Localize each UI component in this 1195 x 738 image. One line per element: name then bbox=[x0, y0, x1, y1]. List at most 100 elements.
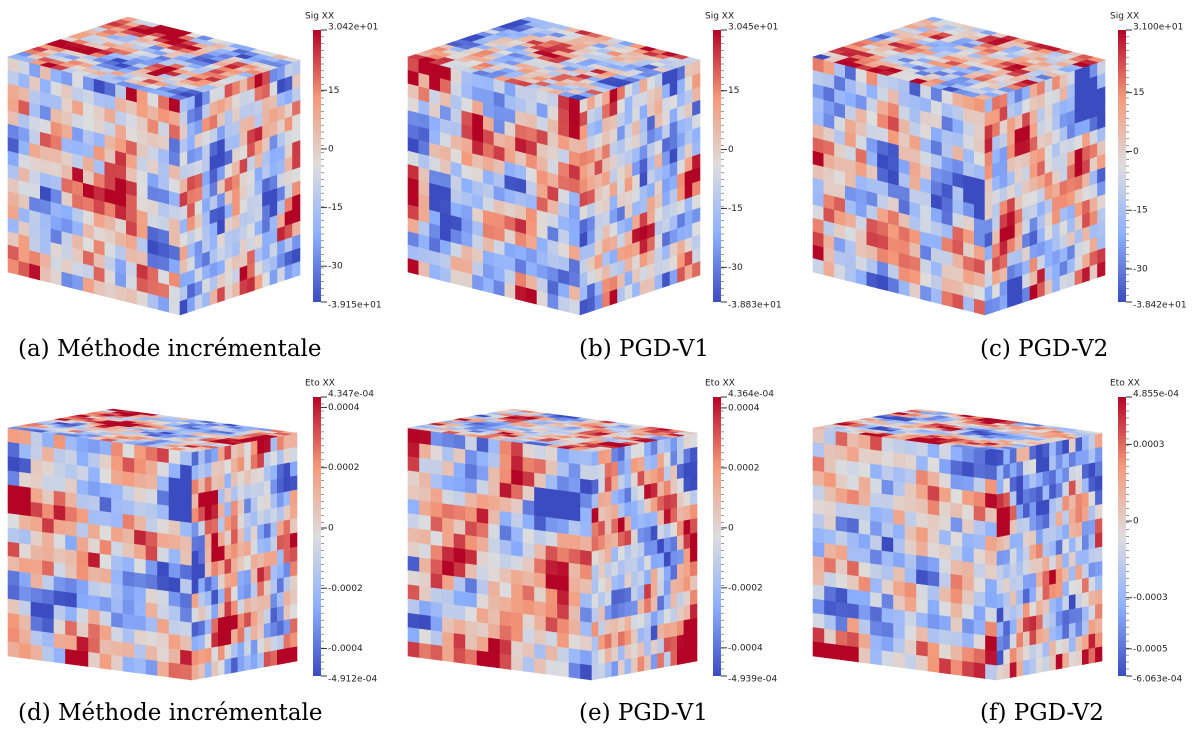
cube-cell bbox=[617, 474, 626, 491]
cube-cell bbox=[263, 465, 272, 483]
cube-cell bbox=[270, 493, 278, 510]
cube-cell bbox=[950, 659, 963, 676]
cube-cell bbox=[598, 606, 606, 623]
cube-cell bbox=[1075, 621, 1083, 638]
cube-cell bbox=[30, 530, 43, 547]
cube-cell bbox=[30, 430, 43, 448]
cube-cell bbox=[1036, 642, 1044, 659]
cube-cell bbox=[450, 268, 463, 286]
cube-cell bbox=[30, 615, 43, 633]
cube-cell bbox=[250, 468, 258, 485]
cube-cell bbox=[1009, 462, 1018, 479]
cube-cell bbox=[1029, 601, 1037, 618]
cube-cell bbox=[812, 584, 825, 601]
cube-cell bbox=[204, 533, 212, 550]
cube-cell bbox=[617, 516, 626, 534]
cube-cell bbox=[53, 476, 66, 493]
cube-cell bbox=[231, 500, 239, 517]
cube-cell bbox=[534, 586, 547, 604]
cube-cell bbox=[442, 645, 455, 663]
cube-cell bbox=[992, 296, 1001, 313]
cube-cell bbox=[611, 461, 619, 478]
cube-cell bbox=[858, 462, 871, 479]
cube-cell bbox=[1016, 489, 1024, 506]
cube-cell bbox=[499, 653, 512, 670]
cube-cell bbox=[690, 589, 698, 606]
cube-cell bbox=[168, 633, 181, 651]
cube-cell bbox=[231, 514, 239, 531]
cube-cell bbox=[290, 432, 298, 449]
cube-cell bbox=[824, 514, 837, 532]
cube-cell bbox=[145, 545, 158, 562]
cube-cell bbox=[835, 473, 848, 490]
cube-cell bbox=[511, 455, 524, 472]
cube-cell bbox=[211, 546, 219, 563]
cube-cell bbox=[231, 600, 239, 617]
cube-cell bbox=[191, 450, 199, 467]
cube-cell bbox=[598, 534, 606, 551]
cube-cell bbox=[198, 549, 206, 566]
cube-cell bbox=[670, 507, 678, 524]
cube-cell bbox=[683, 604, 691, 621]
cube-cell bbox=[881, 536, 894, 553]
cube-cell bbox=[927, 513, 940, 531]
cube-cell bbox=[283, 619, 291, 636]
cube-cell bbox=[557, 561, 570, 578]
cube-cell bbox=[224, 487, 232, 504]
cube-cell bbox=[1068, 565, 1077, 582]
cube-cell bbox=[211, 518, 219, 535]
cube-cell bbox=[591, 621, 599, 638]
cube-cell bbox=[1036, 614, 1044, 631]
cube-cell bbox=[1095, 575, 1103, 592]
cube-cell bbox=[53, 433, 66, 451]
cube-cell bbox=[690, 518, 698, 535]
cube-cell bbox=[650, 482, 658, 499]
cube-cell bbox=[1022, 531, 1031, 548]
cube-cell bbox=[557, 589, 570, 607]
cube-cell bbox=[250, 568, 258, 585]
cube-cell bbox=[1055, 610, 1063, 627]
cube-cell bbox=[962, 475, 975, 493]
cube-cell bbox=[1029, 283, 1038, 301]
cube-cell bbox=[985, 450, 998, 467]
cube-cell bbox=[1068, 594, 1077, 611]
cube-cell bbox=[611, 446, 619, 464]
cube-cell bbox=[663, 537, 672, 554]
cube-cell bbox=[42, 574, 55, 592]
cube-cell bbox=[999, 293, 1008, 311]
cube-cell bbox=[1003, 520, 1011, 537]
cube-cell bbox=[476, 507, 489, 525]
cube-cell bbox=[453, 618, 466, 636]
cube-cell bbox=[88, 580, 101, 598]
cube-cell bbox=[1088, 448, 1096, 465]
cube-cell bbox=[224, 530, 232, 547]
cube-cell bbox=[670, 635, 678, 652]
cube-cell bbox=[657, 552, 665, 569]
cube-cell bbox=[465, 549, 478, 566]
cube-cell bbox=[835, 601, 848, 619]
cube-cell bbox=[283, 633, 291, 650]
cube-cell bbox=[1097, 261, 1106, 278]
cube-cell bbox=[973, 662, 986, 679]
cube-cell bbox=[19, 642, 32, 660]
cube-cell bbox=[99, 496, 112, 514]
colorbar-min-label: -3.915e+01 bbox=[328, 301, 382, 311]
cube-cell bbox=[1036, 557, 1044, 574]
cube-cell bbox=[1029, 544, 1037, 561]
cube-cell bbox=[88, 651, 101, 669]
cube-cell bbox=[65, 606, 78, 623]
cube-cell bbox=[690, 617, 698, 635]
cube-cell bbox=[973, 534, 986, 551]
cube-cell bbox=[111, 512, 124, 529]
cube-cell bbox=[1055, 568, 1063, 585]
cube-cell bbox=[1016, 646, 1024, 663]
cube-cell bbox=[134, 600, 147, 618]
cube-cell bbox=[637, 456, 645, 473]
colorbar-tick-label: 0 bbox=[728, 523, 734, 533]
cube-cell bbox=[145, 559, 158, 577]
cube-cell bbox=[244, 469, 252, 486]
cube-cell bbox=[237, 527, 245, 544]
cube-cell bbox=[580, 663, 593, 681]
cube-cell bbox=[580, 507, 593, 524]
cube-cell bbox=[939, 529, 952, 547]
